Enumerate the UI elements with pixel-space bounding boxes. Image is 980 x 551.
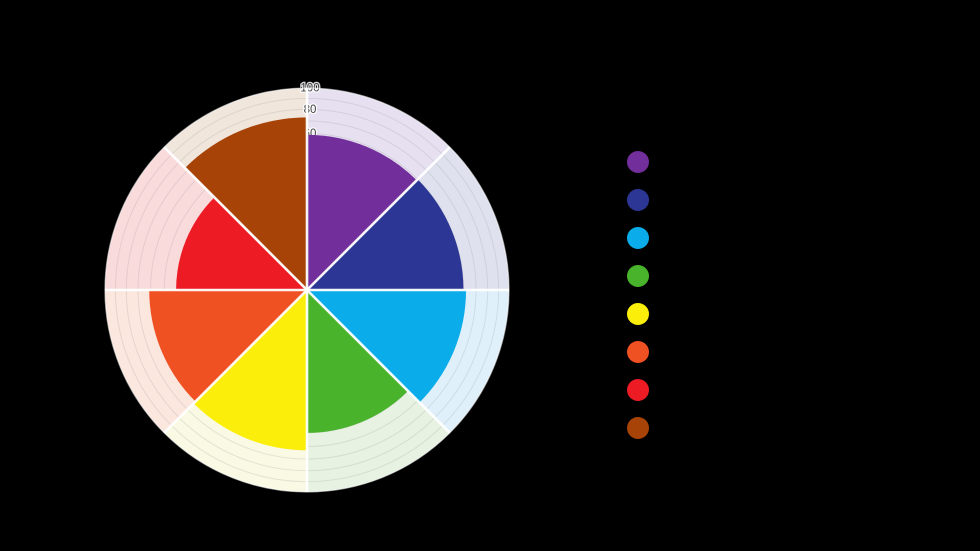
sector-divider [306, 146, 451, 291]
radial-tick-label-80: 80 [304, 104, 317, 116]
legend-dot-brown[interactable] [627, 417, 649, 439]
legend-dot-purple[interactable] [627, 151, 649, 173]
legend-dot-light-blue[interactable] [627, 227, 649, 249]
wedge-yellow[interactable] [193, 290, 307, 451]
wedge-purple[interactable] [307, 134, 417, 290]
wedge-green[interactable] [307, 290, 408, 433]
sector-divider [163, 146, 308, 291]
outer-rim [104, 87, 510, 493]
legend-dot-green[interactable] [627, 265, 649, 287]
wedge-red[interactable] [176, 197, 307, 290]
legend-dot-orange[interactable] [627, 341, 649, 363]
wedge-light-blue[interactable] [307, 290, 467, 403]
sector-divider [163, 289, 308, 434]
wedge-brown[interactable] [184, 117, 307, 290]
wedge-dark-blue[interactable] [307, 179, 464, 290]
legend-dot-yellow[interactable] [627, 303, 649, 325]
legend-dot-red[interactable] [627, 379, 649, 401]
legend [627, 151, 649, 439]
legend-dot-dark-blue[interactable] [627, 189, 649, 211]
sector-divider [306, 289, 451, 434]
wedge-orange[interactable] [149, 290, 307, 402]
